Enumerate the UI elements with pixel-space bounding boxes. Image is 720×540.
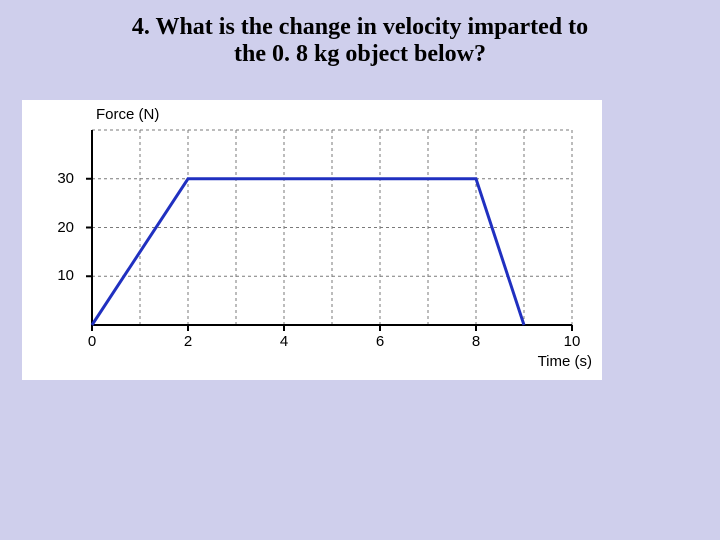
x-tick-label: 10	[557, 333, 587, 350]
x-tick-label: 2	[173, 333, 203, 350]
y-tick-label: 20	[22, 219, 74, 236]
chart-svg	[22, 100, 602, 355]
x-tick-label: 6	[365, 333, 395, 350]
x-tick-label: 8	[461, 333, 491, 350]
y-tick-label: 10	[22, 267, 74, 284]
title-line2: the 0. 8 kg object below?	[40, 41, 680, 68]
chart-container: Force (N) Time (s) 1020300246810	[22, 100, 602, 380]
x-axis-label: Time (s)	[538, 353, 592, 370]
x-tick-label: 0	[77, 333, 107, 350]
title-line1: 4. What is the change in velocity impart…	[40, 14, 680, 41]
x-tick-label: 4	[269, 333, 299, 350]
y-tick-label: 30	[22, 170, 74, 187]
question-title: 4. What is the change in velocity impart…	[0, 0, 720, 76]
